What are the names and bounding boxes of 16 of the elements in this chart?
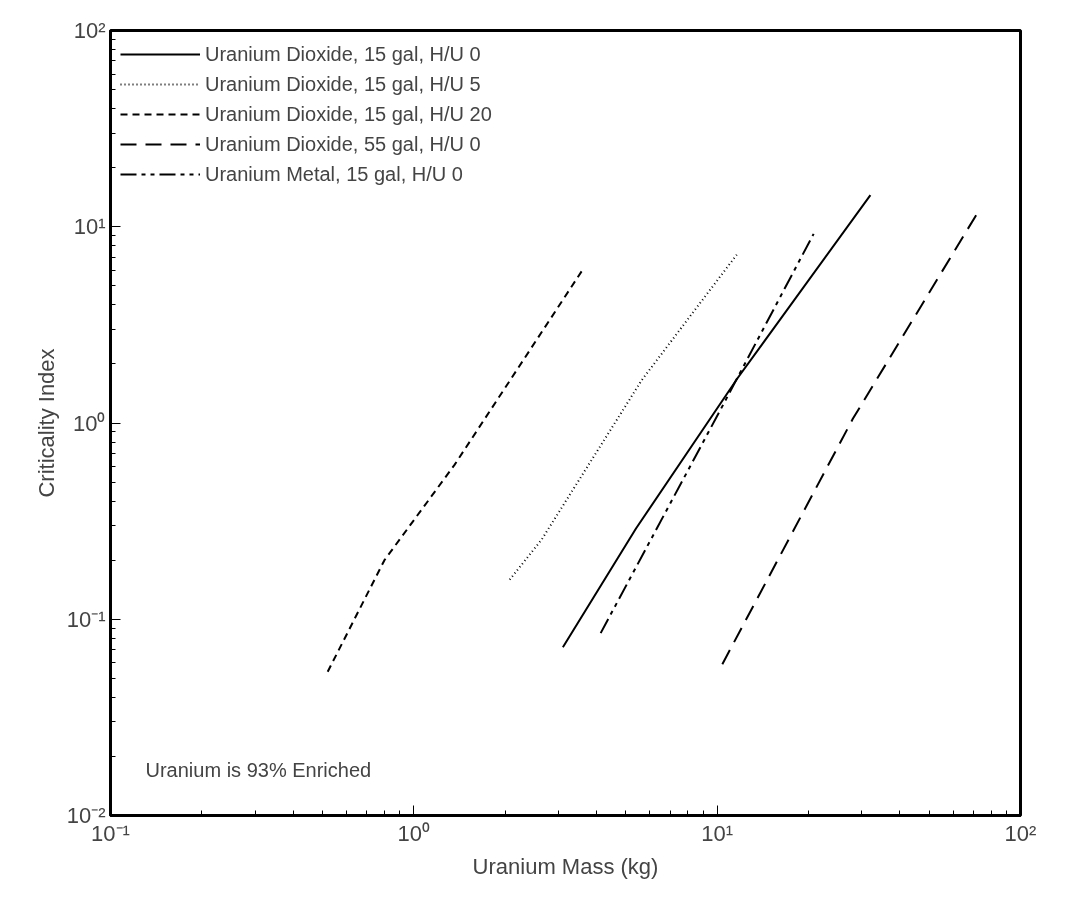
legend-label: Uranium Dioxide, 15 gal, H/U 0 xyxy=(205,41,481,67)
x-axis-title: Uranium Mass (kg) xyxy=(472,853,659,879)
y-tick-label: 10² xyxy=(73,18,106,43)
y-tick-label: 10¹ xyxy=(73,214,106,240)
legend-label: Uranium Metal, 15 gal, H/U 0 xyxy=(205,161,463,187)
y-tick-label: 10⁻¹ xyxy=(66,606,106,632)
legend-label: Uranium Dioxide, 55 gal, H/U 0 xyxy=(205,131,481,157)
y-axis-title: Criticality Index xyxy=(33,348,59,498)
x-tick-label: 10⁻¹ xyxy=(91,820,130,846)
y-tick-label: 10⁰ xyxy=(73,410,106,436)
legend-label: Uranium Dioxide, 15 gal, H/U 5 xyxy=(205,71,481,97)
legend-label: Uranium Dioxide, 15 gal, H/U 20 xyxy=(205,101,492,127)
x-tick-label: 10⁰ xyxy=(397,820,431,846)
x-tick-label: 10¹ xyxy=(701,820,734,846)
annotation: Uranium is 93% Enriched xyxy=(145,758,372,781)
x-tick-label: 10² xyxy=(1004,820,1037,846)
